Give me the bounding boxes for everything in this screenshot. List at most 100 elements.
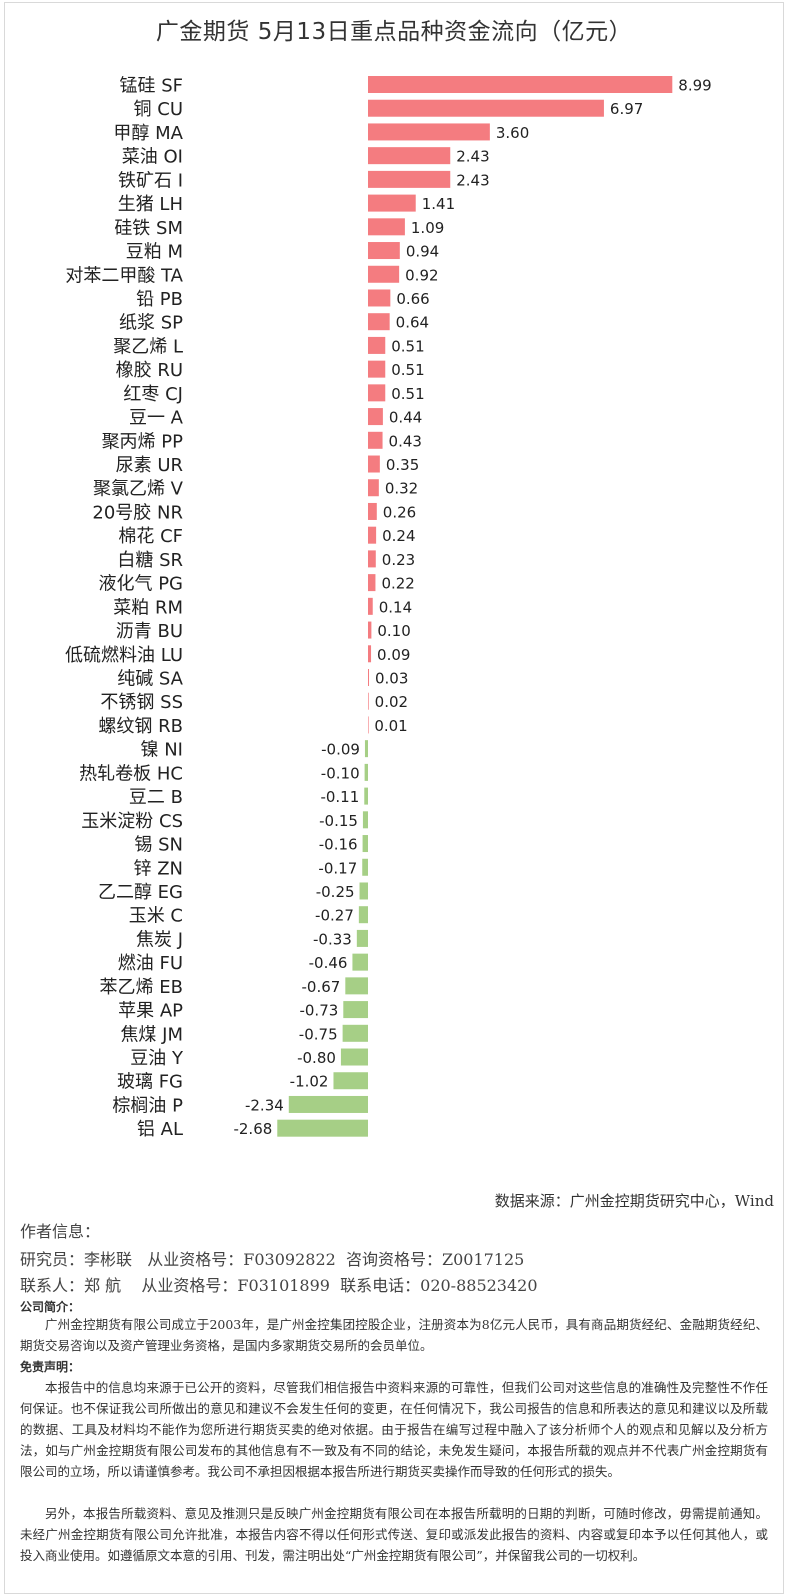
value-label: -0.17: [318, 859, 357, 877]
bar: [368, 716, 369, 734]
value-label: 0.03: [375, 670, 408, 688]
value-label: -0.80: [297, 1049, 336, 1067]
bar: [368, 455, 380, 473]
value-label: 0.02: [375, 693, 408, 711]
bar: [362, 858, 368, 876]
bar: [368, 123, 490, 141]
value-label: -0.10: [321, 764, 360, 782]
bar: [362, 835, 368, 853]
category-label: 生猪 LH: [118, 194, 183, 215]
category-label: 焦煤 JM: [120, 1024, 183, 1045]
category-label: 苯乙烯 EB: [100, 977, 183, 998]
category-label: 20号胶 NR: [92, 502, 183, 523]
value-label: 0.09: [377, 646, 410, 664]
bar: [343, 1001, 368, 1019]
category-label: 橡胶 RU: [116, 360, 183, 381]
category-label: 锌 ZN: [133, 858, 183, 879]
category-label: 尿素 UR: [116, 455, 183, 476]
bar: [368, 99, 604, 117]
bar: [368, 313, 390, 331]
bar: [368, 669, 370, 686]
bar: [368, 360, 386, 378]
disclaimer-heading: 免责声明：: [20, 1360, 81, 1374]
value-label: -0.25: [316, 883, 355, 901]
disclaimer-paragraph-2: 另外，本报告所载资料、意见及推测只是反映广州金控期货有限公司在本报告所载明的日期…: [20, 1506, 768, 1563]
value-label: -2.68: [233, 1120, 272, 1138]
value-label: 3.60: [496, 124, 529, 142]
company-intro: 广州金控期货有限公司成立于2003年，是广州金控集团控股企业，注册资本为8亿元人…: [20, 1317, 768, 1353]
category-label: 豆油 Y: [130, 1048, 184, 1069]
category-label: 豆粕 M: [126, 242, 183, 263]
bar: [333, 1072, 368, 1090]
category-label: 红枣 CJ: [123, 384, 183, 405]
value-label: -0.46: [309, 954, 348, 972]
value-label: 0.51: [391, 361, 424, 379]
value-label: 0.01: [374, 717, 407, 735]
bar: [359, 882, 368, 900]
category-label: 锰硅 SF: [119, 76, 183, 97]
fund-flow-bar-chart: 锰硅 SF 8.99 铜 CU 6.97 甲醇 MA 3.60 菜油 OI 2.43 铁矿石 I…: [65, 76, 712, 1141]
category-label: 菜油 OI: [122, 147, 183, 168]
value-label: 0.51: [391, 337, 424, 355]
value-label: 8.99: [678, 77, 711, 95]
bar: [288, 1095, 368, 1113]
category-label: 纸浆 SP: [119, 313, 183, 334]
category-label: 玻璃 FG: [117, 1072, 183, 1093]
category-label: 锡 SN: [134, 835, 183, 856]
bar: [368, 621, 372, 639]
category-label: 螺纹钢 RB: [98, 716, 183, 737]
value-label: -0.67: [302, 978, 341, 996]
category-label: 热轧卷板 HC: [79, 763, 183, 784]
category-label: 纯碱 SA: [117, 669, 183, 690]
category-label: 白糖 SR: [117, 550, 183, 571]
chart-title: 广金期货 5月13日重点品种资金流向（亿元）: [155, 19, 633, 45]
category-label: 乙二醇 EG: [98, 882, 183, 903]
contact-line: 联系人：郑 航 从业资格号：F03101899 联系电话：020-8852342…: [20, 1276, 538, 1295]
category-label: 低硫燃料油 LU: [65, 645, 183, 666]
bar: [352, 953, 368, 971]
value-label: 1.41: [422, 195, 455, 213]
value-label: 0.35: [386, 456, 419, 474]
value-label: -0.73: [299, 1002, 338, 1020]
data-source: 数据来源：广州金控期货研究中心，Wind: [494, 1192, 774, 1210]
bar: [368, 550, 376, 568]
value-label: -0.16: [319, 836, 358, 854]
category-label: 菜粕 RM: [113, 597, 183, 618]
value-label: 0.24: [382, 527, 415, 545]
value-label: 0.23: [382, 551, 415, 569]
category-label: 甲醇 MA: [113, 123, 183, 144]
value-label: 1.09: [411, 219, 444, 237]
value-label: -0.27: [315, 907, 354, 925]
category-label: 苹果 AP: [118, 1001, 183, 1022]
value-label: 0.44: [389, 409, 422, 427]
category-label: 铜 CU: [134, 99, 183, 120]
bar: [345, 977, 368, 995]
author-heading: 作者信息：: [20, 1222, 101, 1241]
value-label: 0.94: [406, 243, 439, 261]
value-label: -0.33: [313, 930, 352, 948]
bar: [362, 811, 368, 829]
category-label: 不锈钢 SS: [100, 692, 183, 713]
bar: [368, 289, 391, 307]
bar: [368, 265, 400, 283]
value-label: 0.66: [396, 290, 429, 308]
bar: [368, 242, 400, 260]
researcher-line: 研究员：李彬联 从业资格号：F03092822 咨询资格号：Z0017125: [20, 1250, 525, 1269]
bar: [368, 76, 673, 93]
bar: [368, 526, 377, 544]
value-label: 0.26: [383, 503, 416, 521]
bar: [364, 740, 368, 758]
bar: [368, 336, 386, 354]
category-label: 燃油 FU: [118, 953, 183, 974]
value-label: -0.15: [319, 812, 358, 830]
value-label: -0.75: [299, 1025, 338, 1043]
category-label: 液化气 PG: [98, 574, 183, 595]
category-label: 玉米 C: [129, 906, 183, 927]
bar: [277, 1119, 368, 1137]
bar: [368, 408, 383, 426]
value-label: 6.97: [610, 100, 643, 118]
value-label: 0.22: [381, 575, 414, 593]
category-label: 聚丙烯 PP: [102, 431, 184, 452]
category-label: 豆一 A: [129, 408, 184, 429]
category-label: 焦炭 J: [136, 929, 183, 950]
